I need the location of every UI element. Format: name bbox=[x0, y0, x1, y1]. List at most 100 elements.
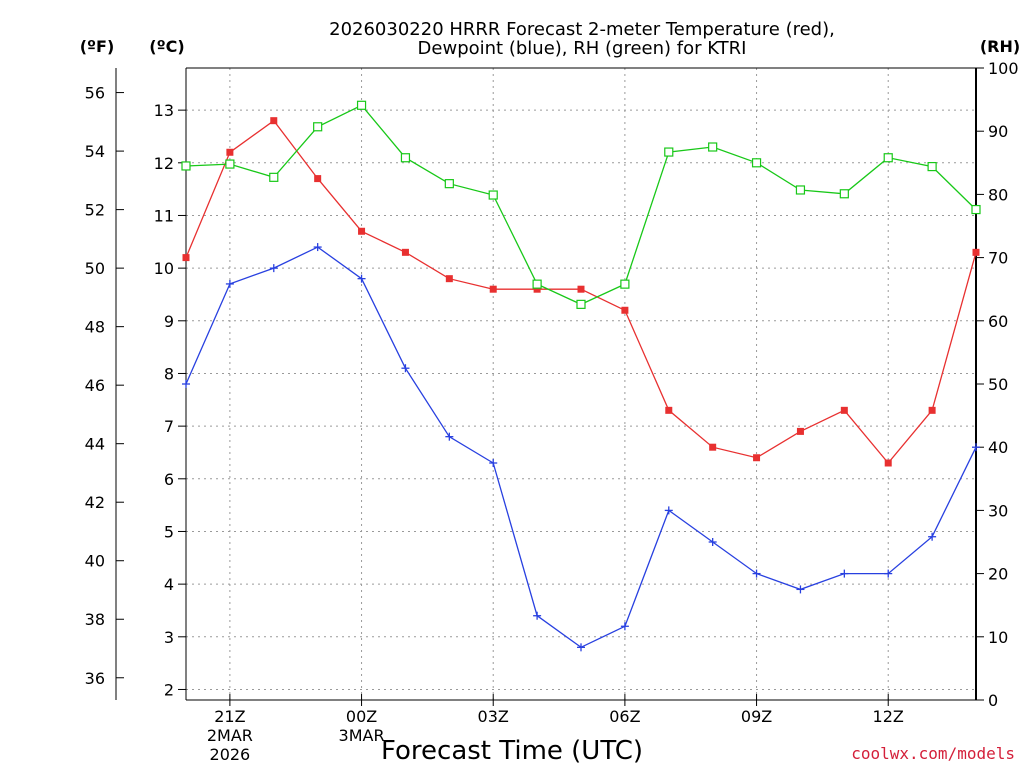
fahrenheit-tick-label: 54 bbox=[85, 142, 105, 161]
fahrenheit-tick-label: 56 bbox=[85, 84, 105, 103]
fahrenheit-unit-label: (ºF) bbox=[80, 37, 115, 56]
temperature-point bbox=[840, 406, 848, 414]
rh-point bbox=[181, 161, 191, 171]
rh-tick-label: 40 bbox=[988, 438, 1008, 457]
rh-point bbox=[576, 299, 586, 309]
dewpoint-point bbox=[489, 459, 498, 467]
dewpoint-point bbox=[269, 264, 278, 273]
rh-point bbox=[225, 159, 235, 169]
temperature-point bbox=[445, 275, 453, 283]
temperature-point bbox=[884, 459, 892, 467]
temperature-point bbox=[796, 427, 804, 435]
rh-tick-label: 30 bbox=[988, 501, 1008, 520]
rh-point bbox=[313, 122, 323, 132]
axes: 3638404244464850525456234567891011121301… bbox=[85, 59, 1019, 764]
dewpoint-point bbox=[445, 432, 454, 441]
celsius-tick-label: 11 bbox=[154, 206, 174, 225]
series-temperature bbox=[182, 117, 980, 467]
dewpoint-point bbox=[401, 364, 410, 373]
x-tick-label: 03Z bbox=[478, 707, 509, 726]
temperature-point bbox=[182, 254, 190, 262]
fahrenheit-tick-label: 40 bbox=[85, 552, 105, 571]
temperature-point bbox=[401, 248, 409, 256]
temperature-point bbox=[358, 227, 366, 235]
celsius-tick-label: 10 bbox=[154, 259, 174, 278]
rh-point bbox=[269, 172, 279, 182]
rh-point bbox=[532, 279, 542, 289]
rh-point bbox=[839, 189, 849, 199]
rh-tick-label: 100 bbox=[988, 59, 1019, 78]
temperature-point bbox=[314, 175, 322, 183]
dewpoint-point bbox=[796, 585, 805, 594]
fahrenheit-tick-label: 38 bbox=[85, 610, 105, 629]
series-line-rh bbox=[185, 104, 977, 306]
x-tick-sublabel: 2026 bbox=[210, 745, 251, 764]
dewpoint-point bbox=[884, 569, 893, 578]
temperature-point bbox=[753, 454, 761, 462]
temperature-point bbox=[928, 406, 936, 414]
grid bbox=[186, 68, 976, 700]
rh-tick-label: 10 bbox=[988, 628, 1008, 647]
x-tick-sublabel: 2MAR bbox=[207, 726, 253, 745]
series-dewpoint bbox=[182, 243, 980, 652]
dewpoint-point bbox=[928, 532, 937, 541]
rh-tick-label: 20 bbox=[988, 565, 1008, 584]
rh-unit-label: (RH) bbox=[980, 37, 1020, 56]
dewpoint-point bbox=[708, 538, 717, 546]
celsius-tick-label: 7 bbox=[164, 417, 174, 436]
rh-tick-label: 90 bbox=[988, 122, 1008, 141]
rh-tick-label: 70 bbox=[988, 249, 1008, 268]
temperature-point bbox=[489, 285, 497, 293]
rh-point bbox=[751, 158, 762, 168]
rh-tick-label: 80 bbox=[988, 185, 1008, 204]
dewpoint-point bbox=[840, 569, 849, 578]
rh-point bbox=[927, 161, 937, 172]
credit-text: coolwx.com/models bbox=[851, 744, 1015, 763]
x-tick-label: 06Z bbox=[609, 707, 640, 726]
celsius-tick-label: 2 bbox=[164, 680, 174, 699]
rh-point bbox=[708, 142, 718, 152]
temperature-point bbox=[270, 117, 278, 125]
celsius-tick-label: 9 bbox=[164, 312, 174, 331]
rh-tick-label: 0 bbox=[988, 691, 998, 710]
rh-point bbox=[971, 204, 981, 215]
rh-point bbox=[620, 279, 630, 289]
x-tick-label: 12Z bbox=[873, 707, 904, 726]
temperature-point bbox=[226, 148, 234, 156]
dewpoint-point bbox=[620, 622, 629, 631]
temperature-point bbox=[972, 248, 980, 256]
dewpoint-point bbox=[533, 611, 542, 620]
temperature-point bbox=[621, 306, 629, 314]
dewpoint-point bbox=[752, 569, 761, 578]
celsius-tick-label: 13 bbox=[154, 101, 174, 120]
fahrenheit-tick-label: 46 bbox=[85, 376, 105, 395]
rh-point bbox=[664, 147, 674, 157]
x-tick-sublabel: 3MAR bbox=[339, 726, 385, 745]
x-tick-label: 09Z bbox=[741, 707, 772, 726]
series-rh bbox=[181, 100, 981, 309]
chart-title-line-2: Dewpoint (blue), RH (green) for KTRI bbox=[418, 38, 747, 59]
x-tick-label: 21Z bbox=[214, 707, 245, 726]
dewpoint-point bbox=[313, 243, 322, 252]
rh-point bbox=[400, 153, 411, 163]
chart-title: 2026030220 HRRR Forecast 2-meter Tempera… bbox=[329, 19, 835, 59]
fahrenheit-tick-label: 44 bbox=[85, 435, 105, 454]
celsius-tick-label: 8 bbox=[164, 364, 174, 383]
temperature-point bbox=[709, 443, 717, 451]
dewpoint-point bbox=[225, 279, 234, 288]
temperature-point bbox=[665, 406, 673, 414]
rh-point bbox=[488, 190, 498, 200]
x-axis-title: Forecast Time (UTC) bbox=[381, 736, 643, 766]
celsius-unit-label: (ºC) bbox=[149, 37, 184, 56]
fahrenheit-tick-label: 36 bbox=[85, 669, 105, 688]
fahrenheit-tick-label: 50 bbox=[85, 259, 105, 278]
celsius-tick-label: 12 bbox=[154, 154, 174, 173]
dewpoint-point bbox=[972, 443, 980, 452]
dewpoint-point bbox=[182, 380, 190, 388]
fahrenheit-tick-label: 48 bbox=[85, 318, 105, 337]
fahrenheit-tick-label: 52 bbox=[85, 201, 105, 220]
rh-point bbox=[795, 185, 806, 195]
dewpoint-point bbox=[357, 274, 366, 283]
temperature-point bbox=[577, 285, 585, 293]
